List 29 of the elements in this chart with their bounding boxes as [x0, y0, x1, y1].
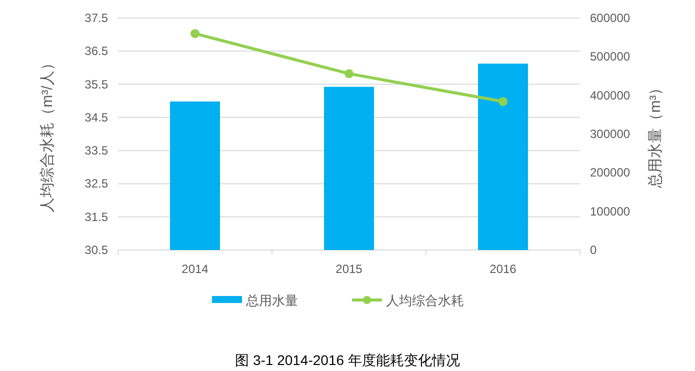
bar: [324, 86, 374, 250]
y2-tick-label: 300000: [590, 127, 630, 141]
point: [344, 69, 354, 78]
bar: [478, 64, 528, 250]
y-tick-label: 36.5: [84, 44, 108, 58]
y-tick-label: 30.5: [84, 243, 108, 257]
x-tick-label: 2016: [490, 262, 517, 276]
x-tick-label: 2015: [336, 262, 363, 276]
y2-tick-label: 400000: [590, 88, 630, 102]
y-tick-label: 35.5: [84, 77, 108, 92]
y-tick-label: 37.5: [84, 11, 108, 25]
bar: [170, 102, 220, 250]
y-tick-label: 33.5: [84, 144, 108, 158]
y2-tick-label: 200000: [590, 166, 630, 180]
legend-label: 总用水量: [245, 293, 298, 308]
text: 图 3-1 2014-2016 年度能耗变化情况: [235, 352, 460, 368]
y2-tick-label: 500000: [590, 50, 630, 64]
y-axis-title: 人均综合水耗（m³/人）: [39, 56, 56, 212]
y-tick-label: 31.5: [84, 210, 108, 224]
y2-tick-label: 600000: [590, 11, 630, 25]
y-tick-label: 34.5: [84, 110, 108, 124]
point: [190, 29, 200, 38]
point: [498, 97, 508, 106]
y2-tick-label: 0: [590, 243, 597, 257]
x-tick-label: 2014: [182, 262, 209, 276]
legend-label: 人均综合水耗: [386, 293, 464, 308]
y-tick-label: 32.5: [84, 176, 108, 191]
y2-axis-title: 总用水量（m³）: [647, 80, 664, 189]
y2-tick-label: 100000: [590, 204, 630, 218]
